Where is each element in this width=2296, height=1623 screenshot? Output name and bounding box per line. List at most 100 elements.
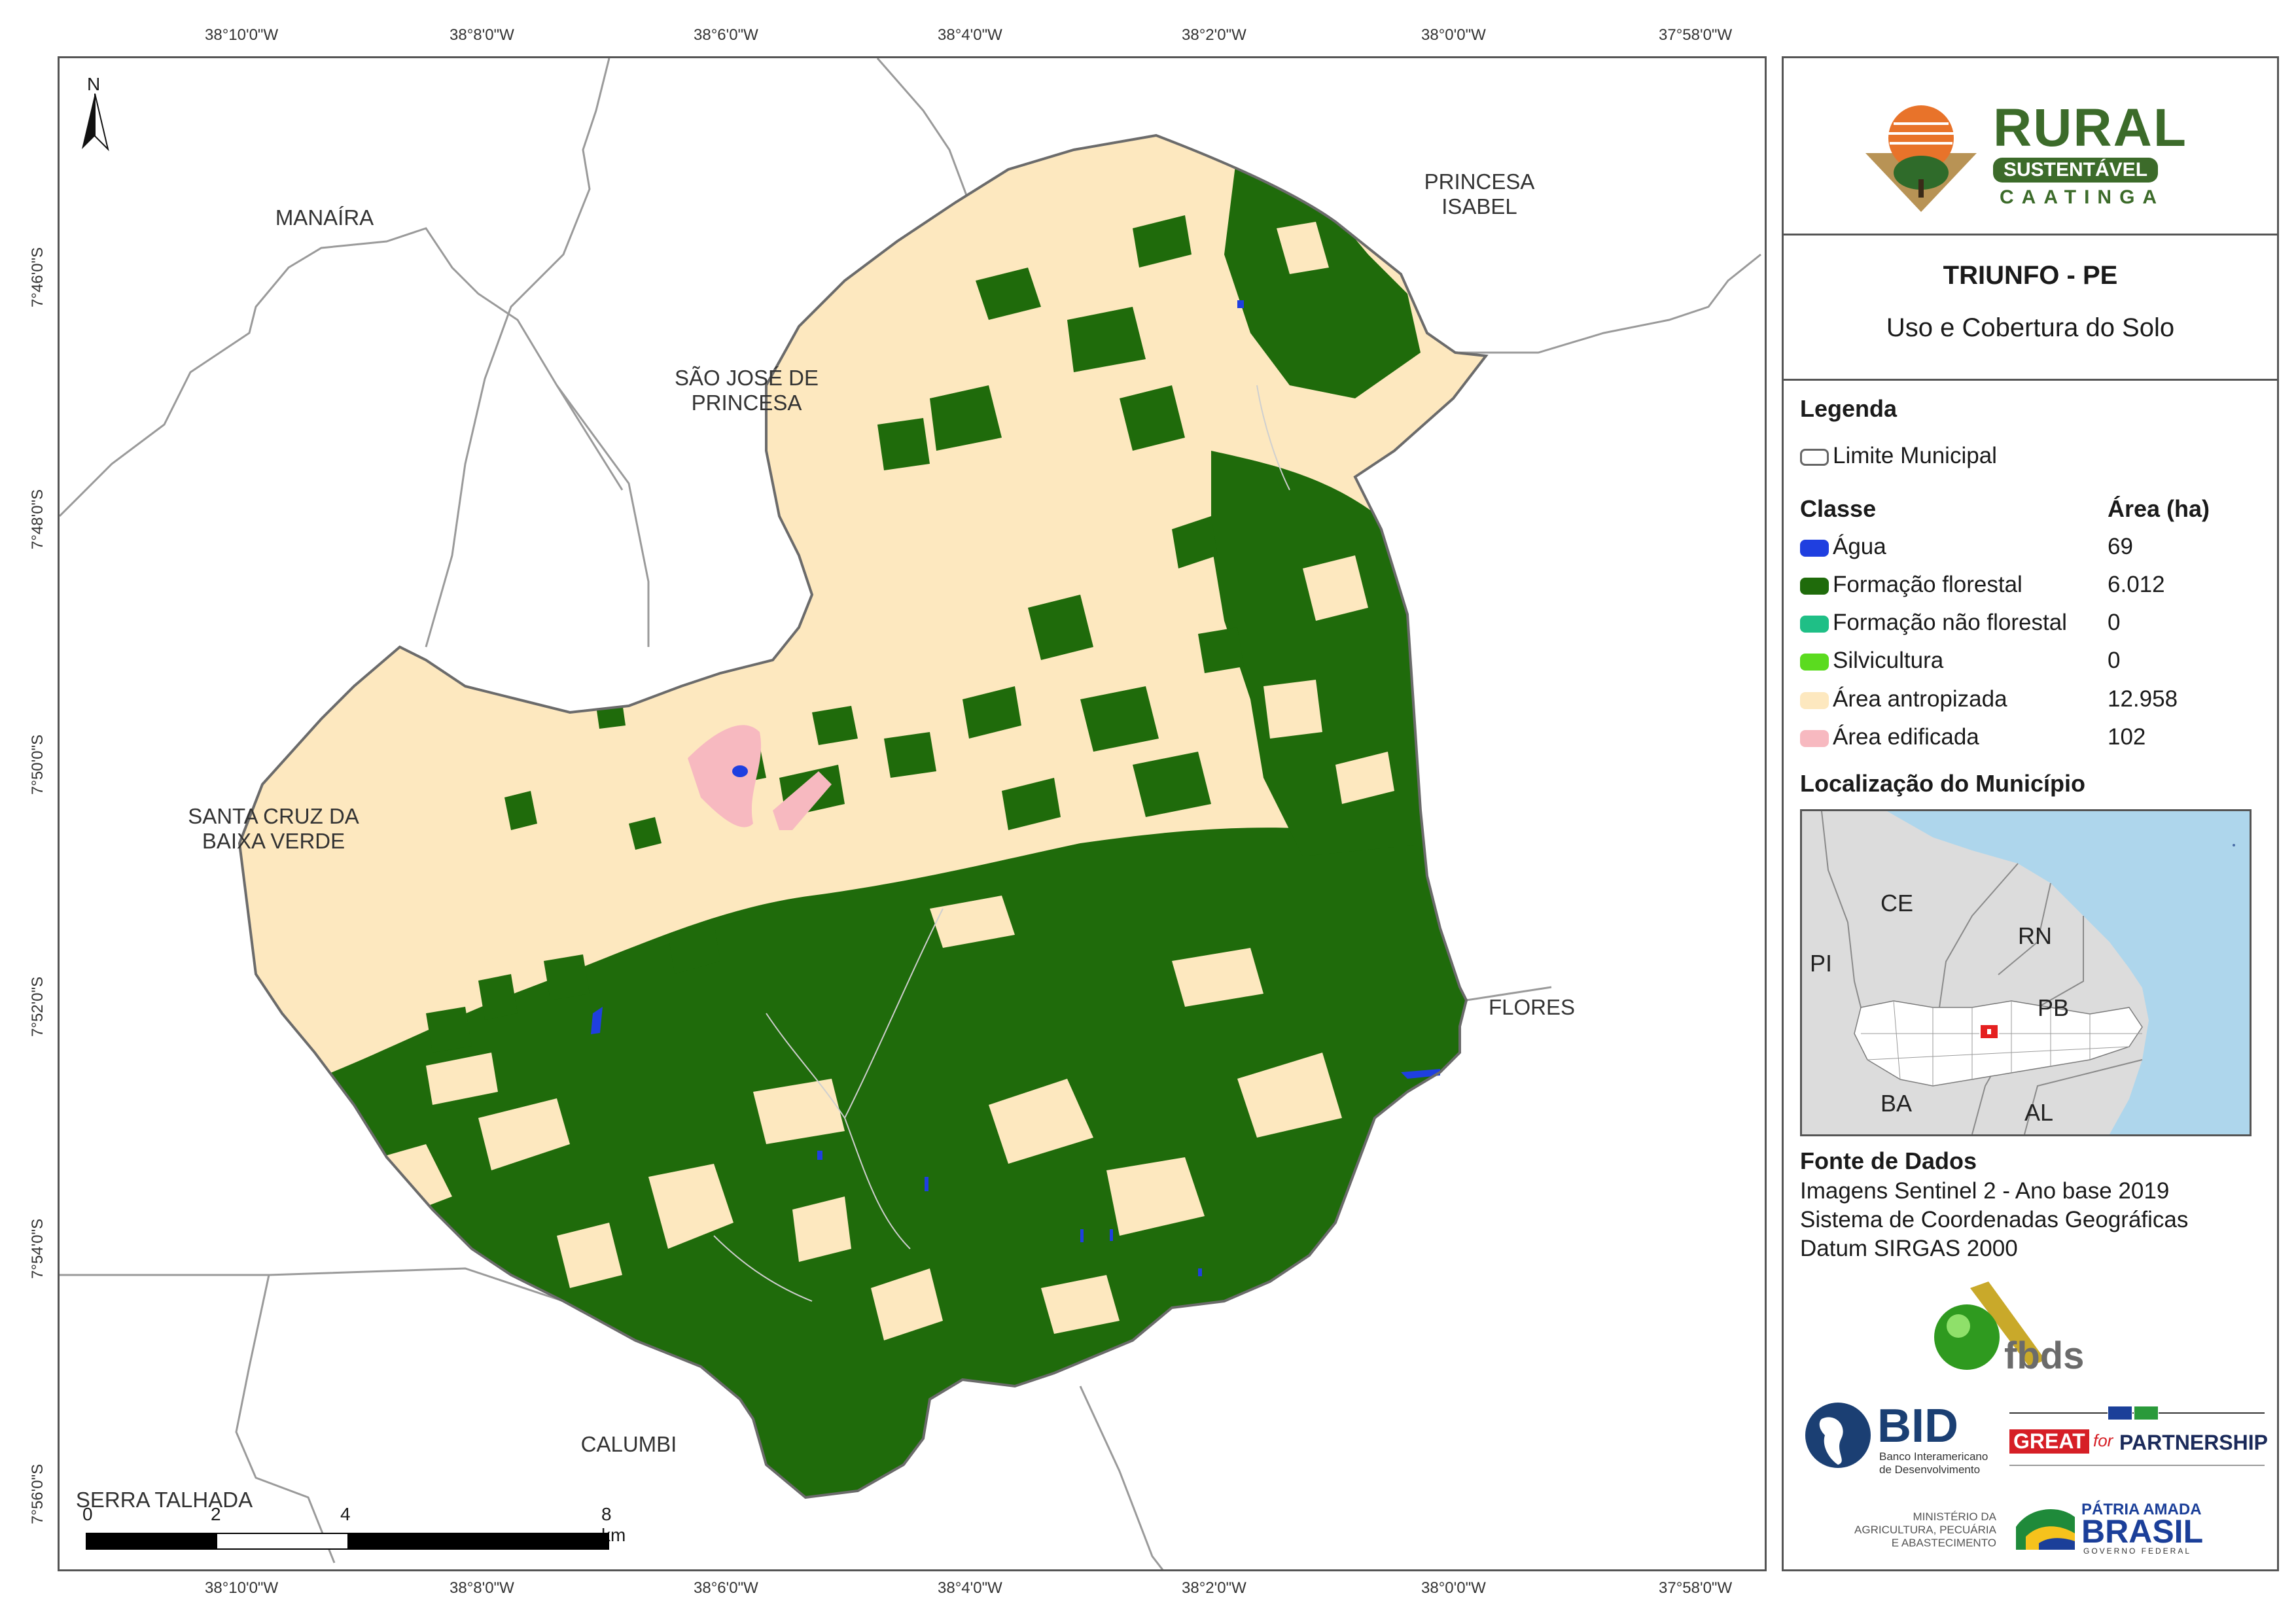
lat-tick-5: 7°54'0"S bbox=[29, 1218, 46, 1279]
agua-patches bbox=[591, 300, 1440, 1276]
class-header: Classe bbox=[1800, 495, 1877, 522]
bid-globe-icon bbox=[1805, 1403, 1871, 1468]
place-sao-jose-line2: PRINCESA bbox=[691, 391, 802, 415]
area-edificada-2 bbox=[773, 771, 832, 830]
north-arrow: N bbox=[75, 74, 115, 152]
scale-label-2: 2 bbox=[211, 1504, 221, 1524]
municipal-limit-outline bbox=[238, 133, 1489, 1499]
map-title: TRIUNFO - PE bbox=[1943, 261, 2118, 290]
rural-logo-icon bbox=[1865, 105, 1977, 212]
lon-tick-bottom-6: 38°0'0"W bbox=[1421, 1579, 1486, 1597]
ministerio-line-2: AGRICULTURA, PECUÁRIA bbox=[1854, 1524, 1996, 1536]
lat-tick-2: 7°48'0"S bbox=[29, 489, 46, 550]
legend-row-formacao-florestal: Formação florestal bbox=[1800, 572, 2022, 598]
great-text: GREAT bbox=[2009, 1429, 2089, 1454]
legend-row-agua: Água bbox=[1800, 534, 1886, 560]
scale-bar: 0 2 4 8 km bbox=[82, 1504, 632, 1563]
bid-sub-2: de Desenvolvimento bbox=[1879, 1463, 1981, 1476]
legend-label-formacao-florestal: Formação florestal bbox=[1833, 572, 2022, 597]
brasil-logo-icon bbox=[2016, 1509, 2075, 1550]
legend-label-formacao-nao-florestal: Formação não florestal bbox=[1833, 610, 2067, 635]
lat-tick-4: 7°52'0"S bbox=[29, 976, 46, 1037]
swatch-formacao-florestal bbox=[1800, 577, 1829, 595]
map-frame[interactable]: N MANAÍRA PRINCESA ISABEL SÃO JOSÉ DE PR… bbox=[58, 56, 1767, 1571]
logo-sustentavel-text: SUSTENTÁVEL bbox=[1993, 158, 2159, 183]
uk-flag-icon bbox=[2108, 1406, 2132, 1420]
neighbor-limits bbox=[60, 58, 1761, 1569]
state-pi: PI bbox=[1810, 950, 1833, 977]
place-princesa-isabel-line1: PRINCESA bbox=[1424, 169, 1535, 194]
municipality-triunfo[interactable] bbox=[238, 133, 1489, 1508]
north-label: N bbox=[87, 74, 101, 94]
legend-label-silvicultura: Silvicultura bbox=[1833, 648, 1944, 673]
brazil-flag-icon bbox=[2134, 1406, 2159, 1420]
limit-label: Limite Municipal bbox=[1833, 443, 1997, 468]
logo-caatinga-text: CAATINGA bbox=[2000, 186, 2165, 208]
legend-row-area-edificada: Área edificada bbox=[1800, 724, 1979, 750]
location-inset-map: CE RN PI PB BA AL bbox=[1800, 809, 2252, 1136]
legend-heading: Legenda bbox=[1800, 395, 1898, 422]
place-flores: FLORES bbox=[1488, 995, 1576, 1019]
place-sao-jose-line1: SÃO JOSÉ DE bbox=[674, 366, 819, 390]
scale-label-4: 4 bbox=[340, 1504, 351, 1524]
state-ba: BA bbox=[1881, 1090, 1913, 1117]
place-calumbi: CALUMBI bbox=[580, 1432, 677, 1456]
lon-tick-bottom-2: 38°8'0"W bbox=[450, 1579, 514, 1597]
lat-tick-1: 7°46'0"S bbox=[29, 247, 46, 307]
location-heading: Localização do Município bbox=[1800, 770, 2086, 797]
great-for-text: for bbox=[2093, 1431, 2113, 1450]
state-ce: CE bbox=[1881, 890, 1914, 916]
scale-label-0: 0 bbox=[82, 1504, 93, 1524]
swatch-area-antropizada bbox=[1800, 691, 1829, 709]
place-manaira: MANAÍRA bbox=[275, 205, 374, 230]
legend-limit-row: Limite Municipal bbox=[1800, 443, 1997, 469]
lon-tick-top-6: 38°0'0"W bbox=[1421, 26, 1486, 44]
governo-federal-text: GOVERNO FEDERAL bbox=[2083, 1546, 2192, 1556]
swatch-formacao-nao-florestal bbox=[1800, 615, 1829, 633]
place-princesa-isabel-line2: ISABEL bbox=[1441, 194, 1517, 218]
lon-tick-top-7: 37°58'0"W bbox=[1659, 26, 1733, 44]
legend-value-formacao-nao-florestal: 0 bbox=[2108, 610, 2121, 635]
fbds-logo-icon bbox=[1934, 1282, 2045, 1370]
lon-tick-top-2: 38°8'0"W bbox=[450, 26, 514, 44]
lon-tick-top-5: 38°2'0"W bbox=[1182, 26, 1246, 44]
lon-tick-top-3: 38°6'0"W bbox=[694, 26, 758, 44]
limit-swatch bbox=[1800, 448, 1829, 466]
bid-text: BID bbox=[1877, 1400, 1958, 1452]
lat-tick-3: 7°50'0"S bbox=[29, 734, 46, 795]
legend-row-area-antropizada: Área antropizada bbox=[1800, 686, 2007, 712]
place-santa-cruz-da-baixa-verde: SANTA CRUZ DA BAIXA VERDE bbox=[188, 804, 359, 854]
north-arrow-icon bbox=[82, 94, 109, 152]
legend-label-area-edificada: Área edificada bbox=[1833, 724, 1979, 750]
swatch-silvicultura bbox=[1800, 653, 1829, 671]
bid-logo: BID Banco Interamericano de Desenvolvime… bbox=[1802, 1399, 1998, 1478]
lon-tick-bottom-1: 38°10'0"W bbox=[205, 1579, 279, 1597]
legend-row-formacao-nao-florestal: Formação não florestal bbox=[1800, 610, 2067, 636]
bid-sub-1: Banco Interamericano bbox=[1879, 1450, 1988, 1463]
patria-amada-text: PÁTRIA AMADA bbox=[2081, 1501, 2202, 1518]
lon-tick-top-1: 38°10'0"W bbox=[205, 26, 279, 44]
swatch-agua bbox=[1800, 539, 1829, 557]
state-rn: RN bbox=[2018, 922, 2052, 949]
swatch-area-edificada bbox=[1800, 729, 1829, 747]
legend-value-agua: 69 bbox=[2108, 534, 2133, 559]
place-serra-talhada: SERRA TALHADA bbox=[75, 1488, 253, 1512]
place-santa-cruz-line2: BAIXA VERDE bbox=[202, 829, 345, 853]
legend-value-area-antropizada: 12.958 bbox=[2108, 686, 2178, 712]
great-partnership-logo: GREAT for PARTNERSHIP bbox=[2009, 1399, 2268, 1471]
area-header: Área (ha) bbox=[2108, 495, 2210, 522]
fbds-text: fbds bbox=[2004, 1335, 2085, 1377]
brasil-governo-logo: PÁTRIA AMADA BRASIL GOVERNO FEDERAL bbox=[2013, 1501, 2204, 1560]
source-heading: Fonte de Dados bbox=[1800, 1147, 1977, 1174]
source-line-2: Sistema de Coordenadas Geográficas bbox=[1800, 1207, 2189, 1232]
legend-value-area-edificada: 102 bbox=[2108, 724, 2146, 750]
lon-tick-bottom-3: 38°6'0"W bbox=[694, 1579, 758, 1597]
map-canvas[interactable] bbox=[60, 58, 1767, 1571]
ministerio-line-1: MINISTÉRIO DA bbox=[1913, 1510, 1996, 1523]
great-partnership-text: PARTNERSHIP bbox=[2119, 1431, 2268, 1454]
state-pb: PB bbox=[2038, 994, 2070, 1021]
fbds-logo: fbds bbox=[1931, 1275, 2101, 1380]
logo-rural-text: RURAL bbox=[1993, 98, 2187, 158]
source-line-1: Imagens Sentinel 2 - Ano base 2019 bbox=[1800, 1178, 2170, 1204]
brasil-text: BRASIL bbox=[2081, 1513, 2204, 1550]
